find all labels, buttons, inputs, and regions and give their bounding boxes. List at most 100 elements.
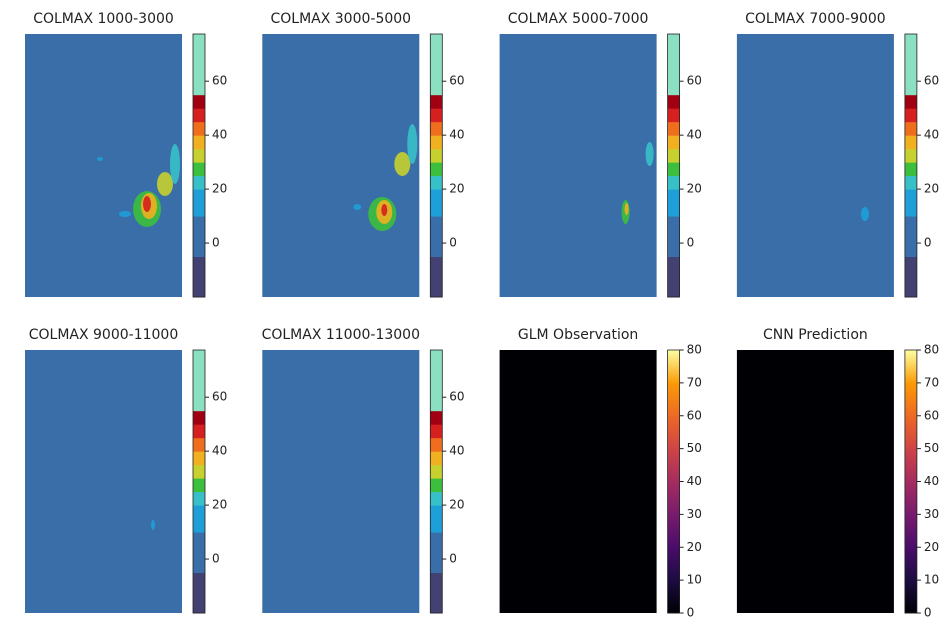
colorbar-segment (430, 424, 443, 439)
colorbar-segment (667, 256, 680, 298)
colorbar-segment (904, 481, 917, 515)
colorbar-tick-label: 0 (687, 606, 695, 617)
colorbar-segment (667, 514, 680, 548)
colorbar-segment (193, 121, 205, 136)
panel: COLMAX 1000-3000 0 20 40 60 (25, 11, 227, 298)
colorbar-tick-label: 40 (687, 128, 702, 142)
colorbar-frame (429, 349, 443, 614)
colorbar-segment (430, 410, 443, 425)
colorbar-segment (193, 350, 205, 412)
colorbar-tick-label: 40 (687, 474, 702, 488)
colorbar-segment (667, 382, 680, 417)
panel-title: COLMAX 3000-5000 (270, 11, 411, 27)
colorbar-tick-label: 40 (449, 444, 464, 458)
colorbar-segment (904, 448, 917, 482)
colorbar-tick-label: 30 (924, 507, 939, 521)
heatmap (499, 34, 657, 297)
heatmap-feature (170, 144, 180, 184)
panel: COLMAX 7000-9000 0 20 40 60 (736, 11, 939, 298)
colorbar-segment (667, 175, 680, 190)
colorbar-tick-label: 40 (212, 128, 227, 142)
heatmap-feature (97, 157, 103, 161)
colorbar-tick-label: 0 (212, 236, 220, 250)
colorbar-segment (667, 547, 680, 581)
heatmap-feature (353, 204, 362, 210)
colorbar-segment (430, 572, 443, 614)
heatmap (736, 350, 894, 613)
colorbar-segment (904, 514, 917, 548)
colorbar-segment (430, 464, 443, 479)
colorbar-tick-label: 20 (924, 182, 939, 196)
colorbar-frame (192, 349, 206, 614)
heatmap-feature (407, 124, 418, 164)
colorbar-segment (667, 94, 680, 109)
colorbar-segment (667, 121, 680, 136)
colorbar-tick-label: 10 (687, 573, 702, 587)
colorbar-segment (193, 175, 205, 190)
heatmap-feature (394, 152, 411, 176)
colorbar-frame (667, 33, 680, 298)
panel: CNN Prediction 0 10 20 30 40 50 60 70 80 (736, 327, 939, 617)
colorbar-segment (193, 162, 205, 177)
colorbar-tick-label: 20 (449, 182, 464, 196)
colorbar-segment (430, 478, 443, 493)
colorbar-segment (904, 350, 917, 384)
colorbar-tick-label: 20 (924, 540, 939, 554)
colorbar-segment (667, 580, 680, 614)
colorbar-frame (904, 33, 918, 298)
heatmap (736, 34, 894, 297)
colorbar-tick-label: 40 (924, 128, 939, 142)
colorbar-tick-label: 0 (924, 606, 932, 617)
colorbar-segment (904, 547, 917, 581)
colorbar-tick-label: 0 (449, 552, 457, 566)
colorbar-segment (430, 437, 443, 452)
colorbar-segment (430, 189, 443, 217)
colorbar-segment (193, 410, 205, 425)
panel-title: COLMAX 7000-9000 (745, 11, 886, 27)
colorbar-segment (904, 135, 917, 150)
colorbar-segment (193, 135, 205, 150)
colorbar-tick-label: 60 (687, 408, 702, 422)
colorbar-tick-label: 0 (212, 552, 220, 566)
colorbar-tick-label: 70 (924, 375, 939, 389)
colorbar-segment (430, 532, 443, 574)
colorbar-tick-label: 60 (212, 74, 227, 88)
heatmap-feature (157, 172, 173, 196)
heatmap (25, 350, 182, 613)
colorbar-tick-label: 20 (212, 498, 227, 512)
colorbar-segment (193, 464, 205, 479)
panel: GLM Observation 0 10 20 30 40 50 60 70 80 (499, 327, 702, 617)
colorbar-segment (667, 34, 680, 96)
panel: COLMAX 3000-5000 0 20 40 60 (262, 11, 465, 298)
colorbar-segment (193, 478, 205, 493)
colorbar-segment (904, 108, 917, 123)
colorbar-segment (430, 135, 443, 150)
colorbar-tick-label: 40 (924, 474, 939, 488)
colorbar-tick-label: 40 (212, 444, 227, 458)
colorbar-tick-label: 10 (924, 573, 939, 587)
colorbar-segment (667, 162, 680, 177)
colorbar-segment (430, 94, 443, 109)
colorbar-segment (904, 189, 917, 217)
colorbar-segment (904, 34, 917, 96)
panel-title: COLMAX 5000-7000 (508, 11, 649, 27)
heatmap (262, 350, 420, 613)
colorbar-segment (430, 491, 443, 506)
colorbar-segment (430, 505, 443, 533)
colorbar-tick-label: 80 (924, 343, 939, 357)
heatmap (499, 350, 657, 613)
heatmap (262, 34, 420, 297)
colorbar-segment (193, 108, 205, 123)
colorbar-segment (667, 189, 680, 217)
colorbar-tick-label: 0 (449, 236, 457, 250)
colorbar-segment (667, 135, 680, 150)
heatmap-feature (143, 196, 151, 212)
colorbar-tick-label: 60 (687, 74, 702, 88)
colorbar-tick-label: 60 (924, 408, 939, 422)
colorbar-segment (430, 451, 443, 466)
panel-title: COLMAX 1000-3000 (33, 11, 174, 27)
colorbar-segment (430, 162, 443, 177)
colorbar-segment (667, 481, 680, 515)
colorbar-segment (193, 491, 205, 506)
